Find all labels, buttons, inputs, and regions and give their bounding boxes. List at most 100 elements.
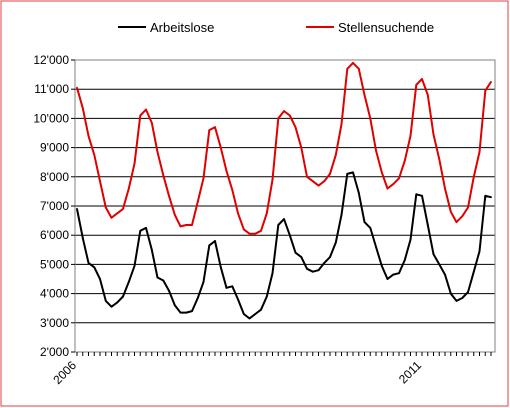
data-point (392, 273, 395, 276)
data-point (225, 170, 228, 172)
data-point (357, 67, 360, 70)
data-point (340, 123, 343, 126)
y-tick-label: 12'000 (33, 53, 69, 67)
data-point (294, 251, 297, 254)
data-point (265, 212, 268, 215)
data-point (208, 244, 211, 247)
legend-item-arbeitslose: Arbeitslose (118, 20, 214, 35)
data-point (196, 200, 199, 203)
data-point (300, 256, 303, 258)
data-point (317, 269, 320, 272)
data-point (139, 114, 142, 117)
data-point (467, 291, 469, 293)
data-point (461, 297, 464, 299)
data-point (415, 193, 418, 196)
data-point (277, 117, 280, 120)
data-point (237, 298, 239, 301)
data-point (426, 94, 429, 96)
data-point (461, 215, 464, 218)
data-point (490, 81, 492, 83)
data-point (254, 232, 257, 235)
data-point (380, 171, 383, 174)
data-point (127, 281, 130, 283)
legend-label: Arbeitslose (150, 20, 214, 35)
data-point (76, 86, 78, 89)
data-point (398, 177, 400, 180)
data-point (398, 272, 400, 275)
data-point (214, 240, 216, 242)
data-point (162, 174, 165, 177)
data-point (369, 117, 372, 120)
data-point (438, 158, 441, 161)
data-point (242, 313, 245, 315)
data-point (260, 229, 262, 232)
data-point (156, 151, 159, 153)
data-point (340, 213, 343, 216)
data-point (352, 62, 354, 64)
data-point (87, 135, 90, 137)
data-point (87, 262, 90, 264)
series-layer (76, 61, 492, 320)
data-point (150, 248, 153, 251)
data-point (104, 300, 107, 302)
data-point (334, 241, 337, 244)
data-point (179, 311, 182, 314)
series-arbeitslose (76, 171, 492, 320)
y-tick-label: 5'000 (40, 257, 69, 271)
data-point (122, 295, 124, 298)
data-point (185, 311, 188, 314)
data-point (455, 300, 458, 302)
data-point (133, 265, 136, 267)
data-point (110, 305, 113, 308)
data-point (179, 225, 182, 228)
data-point (283, 110, 285, 112)
data-point (380, 265, 383, 267)
data-point (392, 183, 395, 186)
data-point (202, 177, 205, 180)
data-point (150, 121, 153, 124)
data-point (334, 154, 337, 156)
y-tick-label: 11'000 (34, 82, 69, 96)
data-point (444, 187, 446, 190)
data-point (346, 173, 349, 175)
data-point (76, 208, 78, 210)
data-point (283, 218, 285, 221)
y-tick-label: 2'000 (40, 345, 69, 359)
data-point (191, 224, 193, 226)
data-point (168, 194, 170, 197)
data-point (449, 292, 452, 295)
data-point (99, 278, 101, 280)
data-point (156, 276, 159, 279)
data-point (478, 151, 481, 153)
data-point (133, 162, 136, 165)
data-point (116, 301, 119, 304)
data-point (127, 187, 130, 190)
data-point (438, 263, 441, 266)
data-point (403, 159, 406, 162)
data-point (93, 154, 96, 156)
data-point (421, 78, 423, 80)
data-point (110, 216, 113, 219)
data-point (185, 224, 188, 226)
legend: Arbeitslose Stellensuchende (118, 20, 434, 35)
data-point (346, 67, 349, 70)
data-point (271, 178, 274, 181)
data-point (300, 146, 303, 149)
y-tick-label: 8'000 (40, 170, 69, 184)
data-point (467, 206, 469, 209)
data-point (277, 224, 280, 226)
data-point (311, 270, 314, 273)
data-point (386, 187, 389, 190)
data-point (271, 272, 274, 275)
data-point (254, 313, 257, 315)
data-point (248, 232, 251, 235)
data-point (294, 126, 297, 129)
series-stellensuchende (76, 61, 492, 235)
y-tick-label: 4'000 (40, 287, 69, 301)
data-point (145, 108, 147, 111)
data-point (484, 194, 487, 197)
data-point (484, 89, 487, 92)
data-point (173, 304, 176, 307)
data-point (81, 237, 84, 240)
